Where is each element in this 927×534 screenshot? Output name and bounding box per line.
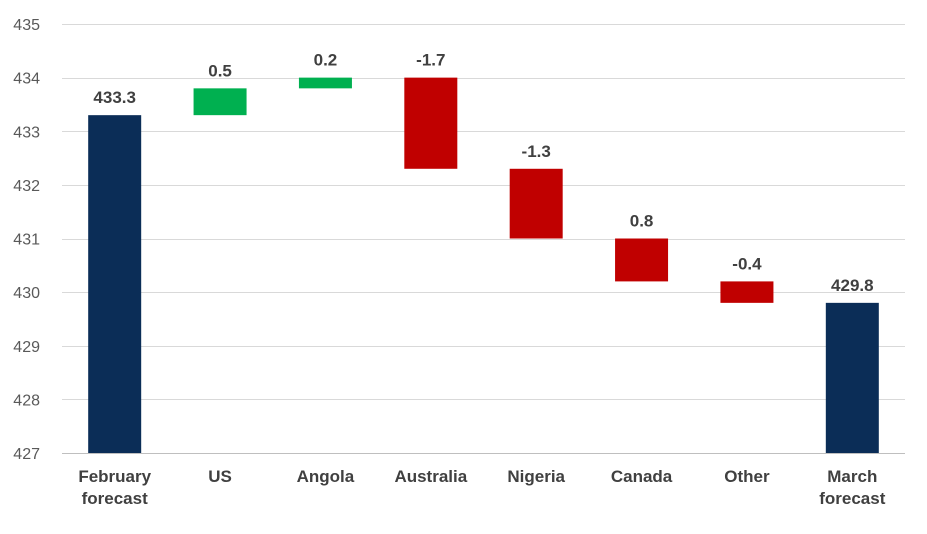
y-tick-label: 431 xyxy=(13,232,40,249)
bars xyxy=(88,77,879,453)
category-label: Australia xyxy=(394,467,467,486)
change-bar xyxy=(298,77,352,89)
category-label-line: February xyxy=(78,467,151,486)
y-tick-label: 433 xyxy=(13,124,40,141)
category-label-line: Nigeria xyxy=(507,467,565,486)
y-tick-label: 430 xyxy=(13,285,40,302)
data-label: -1.7 xyxy=(416,51,445,70)
y-tick-label: 428 xyxy=(13,392,40,409)
category-label: Angola xyxy=(297,467,355,486)
change-bar xyxy=(193,88,247,116)
change-bar xyxy=(615,238,669,282)
y-tick-label: 429 xyxy=(13,339,40,356)
y-tick-label: 432 xyxy=(13,178,40,195)
data-label: 433.3 xyxy=(93,88,136,107)
category-label-line: Australia xyxy=(394,467,467,486)
total-bar xyxy=(88,115,142,453)
change-bar xyxy=(720,281,774,303)
total-bar xyxy=(825,302,879,453)
category-label-line: March xyxy=(827,467,877,486)
category-label-line: Other xyxy=(724,467,770,486)
data-label: 0.5 xyxy=(208,61,232,80)
category-label: Other xyxy=(724,467,770,486)
category-label-line: Canada xyxy=(611,467,673,486)
category-label: Nigeria xyxy=(507,467,565,486)
category-label-line: forecast xyxy=(819,489,885,508)
y-tick-label: 435 xyxy=(13,17,40,34)
data-label: 0.2 xyxy=(314,51,338,70)
data-label: -0.4 xyxy=(732,254,762,273)
category-label-line: forecast xyxy=(82,489,148,508)
data-label: -1.3 xyxy=(522,142,551,161)
data-labels: 433.3 0.5 0.2 -1.7 -1.3 0.8 -0.4 429.8 xyxy=(93,51,873,295)
gridlines xyxy=(62,24,905,454)
category-label: Canada xyxy=(611,467,673,486)
data-label: 0.8 xyxy=(630,212,654,231)
category-label: March forecast xyxy=(819,467,885,508)
category-label: February forecast xyxy=(78,467,151,508)
y-tick-label: 427 xyxy=(13,446,40,463)
category-label-line: US xyxy=(208,467,232,486)
data-label: 429.8 xyxy=(831,276,874,295)
change-bar xyxy=(509,168,563,239)
x-axis-categories: February forecast US Angola Australia Nigeria… xyxy=(78,467,885,508)
category-label-line: Angola xyxy=(297,467,355,486)
change-bar xyxy=(404,77,458,169)
y-tick-label: 434 xyxy=(13,71,40,88)
category-label: US xyxy=(208,467,232,486)
y-axis-ticks: 427 428 429 430 431 432 433 434 435 xyxy=(13,17,40,463)
